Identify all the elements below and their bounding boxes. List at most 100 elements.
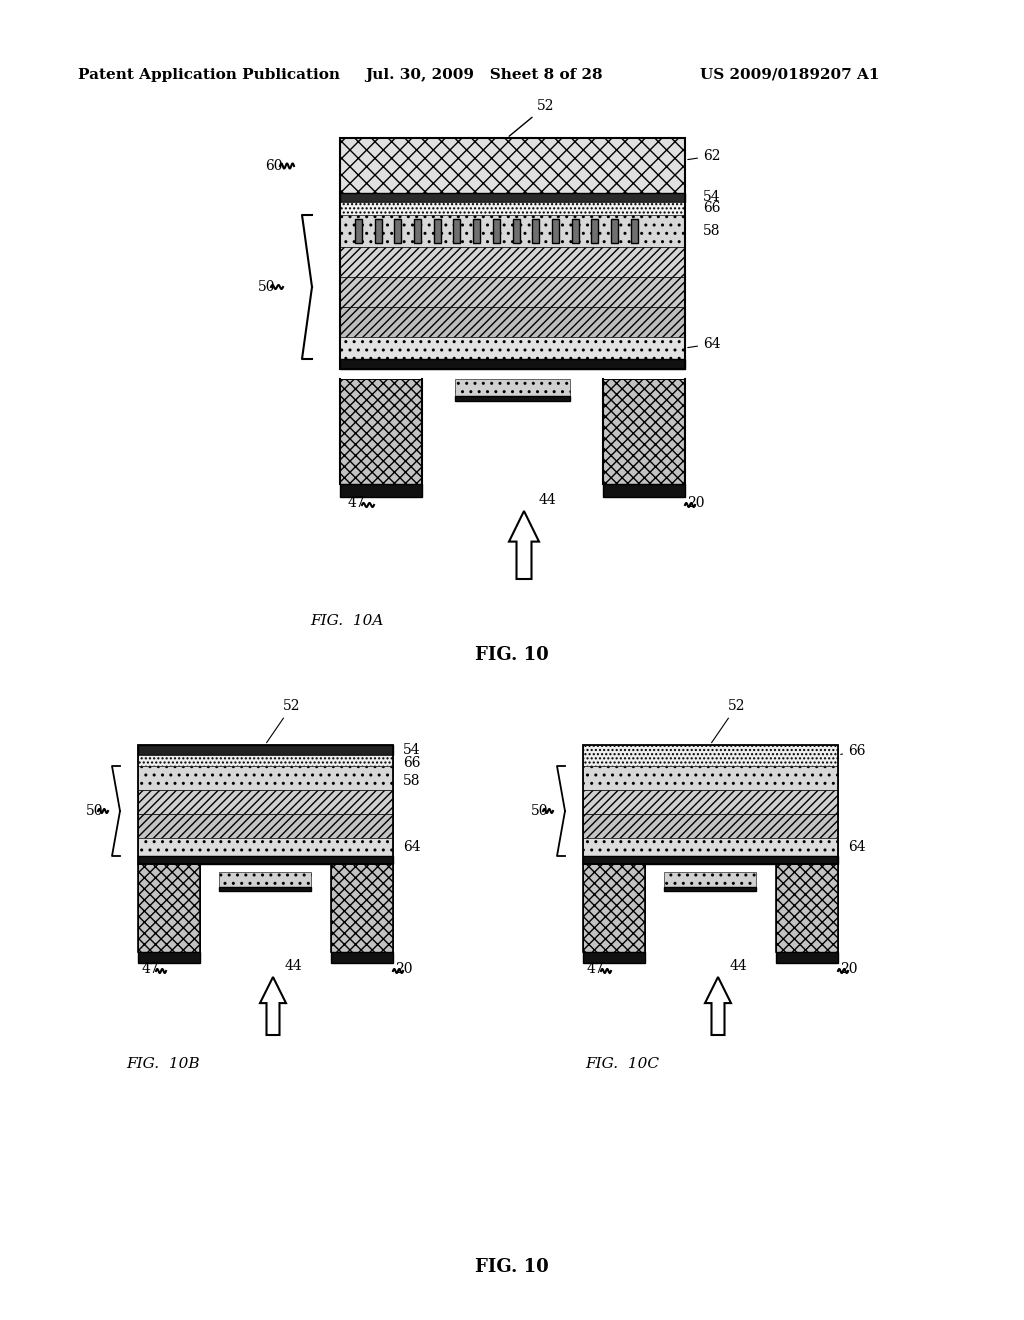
- Bar: [434, 219, 440, 243]
- Bar: [138, 952, 200, 964]
- Bar: [776, 865, 838, 952]
- Text: 47: 47: [348, 496, 366, 510]
- Bar: [138, 814, 393, 838]
- Bar: [298, 770, 303, 785]
- Bar: [138, 744, 393, 865]
- Bar: [340, 484, 422, 498]
- Bar: [583, 744, 838, 865]
- Bar: [512, 219, 519, 243]
- Bar: [355, 219, 362, 243]
- Bar: [664, 873, 756, 887]
- Text: 44: 44: [730, 960, 748, 973]
- Polygon shape: [705, 977, 731, 1035]
- Text: 64: 64: [403, 840, 421, 854]
- Bar: [603, 379, 685, 484]
- Text: Jul. 30, 2009   Sheet 8 of 28: Jul. 30, 2009 Sheet 8 of 28: [365, 69, 603, 82]
- Bar: [138, 855, 393, 865]
- Bar: [219, 873, 311, 887]
- Bar: [340, 139, 685, 193]
- Bar: [375, 219, 382, 243]
- Bar: [776, 952, 838, 964]
- Bar: [148, 770, 154, 785]
- Bar: [340, 202, 685, 215]
- Bar: [455, 379, 570, 396]
- Bar: [454, 219, 461, 243]
- Bar: [583, 789, 838, 814]
- Bar: [394, 219, 401, 243]
- Bar: [212, 770, 218, 785]
- Bar: [138, 789, 393, 814]
- Text: Patent Application Publication: Patent Application Publication: [78, 69, 340, 82]
- Bar: [455, 396, 570, 401]
- Text: FIG.  10A: FIG. 10A: [310, 614, 383, 628]
- Text: 20: 20: [687, 496, 705, 510]
- Bar: [233, 770, 240, 785]
- Text: FIG. 10: FIG. 10: [475, 645, 549, 664]
- Polygon shape: [509, 511, 539, 579]
- Text: FIG.  10B: FIG. 10B: [126, 1057, 200, 1071]
- Bar: [679, 770, 684, 785]
- Text: 62: 62: [688, 149, 721, 162]
- Bar: [340, 247, 685, 277]
- Bar: [636, 770, 642, 785]
- Bar: [664, 887, 756, 891]
- Bar: [571, 219, 579, 243]
- Bar: [583, 838, 838, 855]
- Bar: [721, 770, 727, 785]
- Bar: [742, 770, 749, 785]
- Text: 54: 54: [403, 743, 421, 756]
- Bar: [138, 744, 393, 755]
- Text: 66: 66: [841, 744, 865, 758]
- Bar: [583, 814, 838, 838]
- Text: 44: 44: [539, 492, 557, 507]
- Text: 64: 64: [688, 337, 721, 351]
- Text: 52: 52: [712, 700, 745, 743]
- Bar: [631, 219, 638, 243]
- Bar: [785, 770, 792, 785]
- Bar: [255, 770, 261, 785]
- Text: 20: 20: [840, 962, 857, 975]
- Bar: [473, 219, 480, 243]
- Bar: [331, 952, 393, 964]
- Bar: [340, 308, 685, 337]
- Bar: [552, 219, 559, 243]
- Bar: [138, 838, 393, 855]
- Text: FIG. 10: FIG. 10: [475, 1258, 549, 1276]
- Text: 44: 44: [285, 960, 303, 973]
- Bar: [493, 219, 500, 243]
- Bar: [138, 766, 393, 789]
- Bar: [340, 359, 685, 370]
- Polygon shape: [260, 977, 286, 1035]
- Text: 54: 54: [703, 190, 721, 205]
- Text: 60: 60: [265, 158, 283, 173]
- Bar: [603, 484, 685, 498]
- Text: 64: 64: [848, 840, 865, 854]
- Text: 66: 66: [703, 201, 721, 215]
- Bar: [583, 855, 838, 865]
- Bar: [657, 770, 664, 785]
- Bar: [591, 219, 598, 243]
- Bar: [276, 770, 283, 785]
- Bar: [340, 215, 685, 247]
- Bar: [532, 219, 540, 243]
- Text: 20: 20: [395, 962, 413, 975]
- Text: 58: 58: [703, 224, 721, 238]
- Bar: [699, 770, 706, 785]
- Text: 66: 66: [403, 756, 421, 770]
- Bar: [219, 887, 311, 891]
- Bar: [764, 770, 770, 785]
- Text: US 2009/0189207 A1: US 2009/0189207 A1: [700, 69, 880, 82]
- Text: 50: 50: [258, 280, 275, 294]
- Text: 52: 52: [266, 700, 300, 743]
- Bar: [414, 219, 421, 243]
- Bar: [169, 770, 175, 785]
- Bar: [583, 766, 838, 789]
- Text: 47: 47: [142, 962, 160, 975]
- Text: 50: 50: [531, 804, 549, 818]
- Bar: [583, 744, 838, 766]
- Bar: [318, 770, 325, 785]
- Text: 58: 58: [403, 774, 421, 788]
- Bar: [190, 770, 197, 785]
- Text: 52: 52: [509, 99, 555, 136]
- Bar: [340, 770, 346, 785]
